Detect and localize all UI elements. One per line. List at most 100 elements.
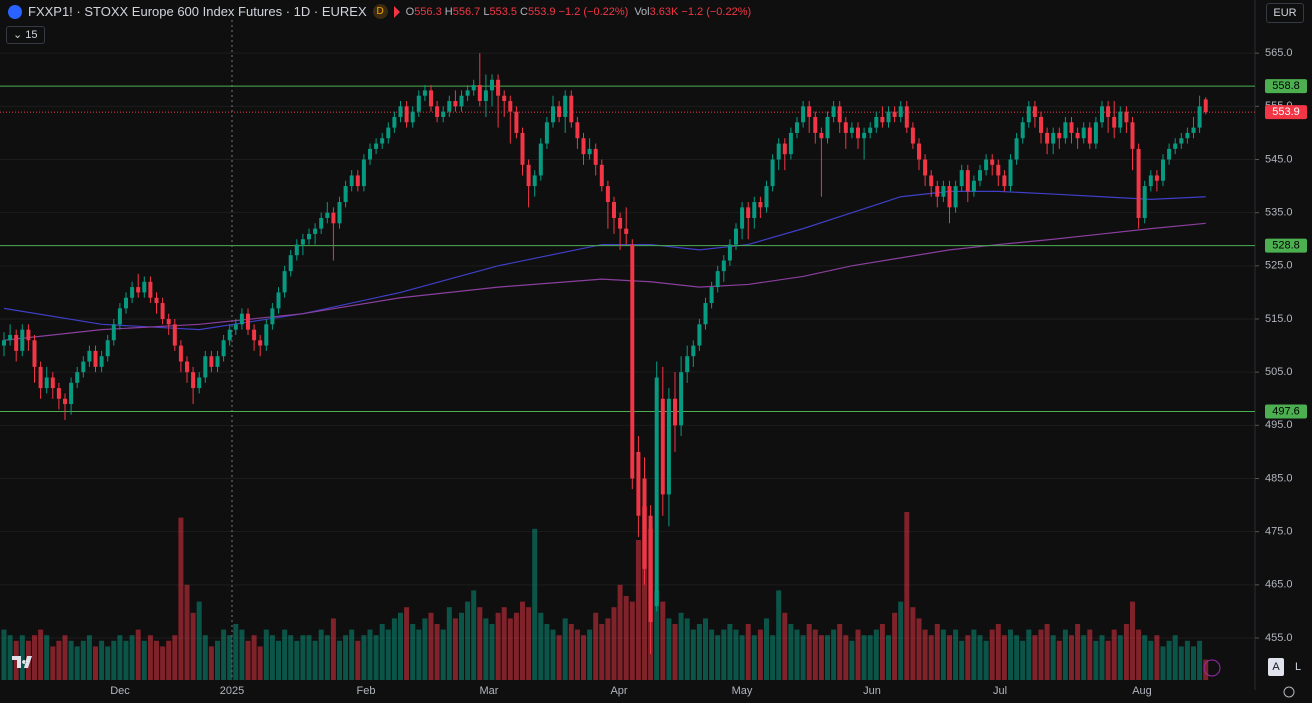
volume-bar [806,624,812,680]
volume-bar [971,629,977,680]
candle-body [416,95,421,112]
candle-body [837,106,842,123]
candle-body [898,106,903,117]
volume-bar [44,635,50,680]
candle-body [1130,122,1135,149]
candle-body [715,271,720,288]
indicators-toggle[interactable]: ⌄ 15 [6,26,45,44]
candle-body [1087,127,1092,144]
volume-bar [391,618,397,680]
candle-body [1197,106,1202,128]
volume-bar [172,635,178,680]
candle-body [990,159,995,165]
candle-body [355,175,360,187]
volume-bar [202,635,208,680]
candle-body [526,164,531,187]
volume-bar [489,624,495,680]
volume-bar [13,640,19,680]
volume-bar [306,635,312,680]
candle-body [319,217,324,229]
volume-bar [99,640,105,680]
volume-bar [1032,635,1038,680]
candle-body [130,287,135,298]
volume-bar [227,635,233,680]
candle-body [538,143,543,176]
candle-body [441,111,446,117]
volume-bar [898,601,904,680]
volume-bar [196,601,202,680]
candle-body [471,85,476,91]
candle-body [593,148,598,165]
volume-bar [776,590,782,680]
candle-body [246,313,250,330]
candle-body [105,340,110,357]
level-label: 528.8 [1272,240,1300,252]
candle-body [87,350,92,362]
candle-body [618,217,623,229]
auto-scale-button[interactable]: A [1268,658,1284,676]
candle-body [75,372,80,383]
x-tick-label: Apr [610,685,627,697]
volume-bar [1087,629,1093,680]
volume-bar [1026,629,1032,680]
candle-body [258,340,263,346]
volume-bar [751,635,757,680]
candle-body [1032,106,1037,117]
volume-bar [1178,646,1184,680]
flag-icon[interactable] [393,5,400,18]
candle-body [276,292,281,309]
volume-bar [581,635,586,680]
volume-bar [587,629,593,680]
candle-body [807,106,812,117]
candle-body [233,324,238,330]
volume-bar [1062,629,1068,680]
currency-button[interactable]: EUR [1266,3,1304,23]
candle-body [209,356,214,367]
candle-body [502,95,507,102]
volume-bar [599,624,605,680]
y-tick-label: 485.0 [1265,472,1293,484]
candle-body [349,175,354,187]
volume-bar [135,629,141,680]
volume-bar [861,635,867,680]
y-tick-label: 455.0 [1265,632,1293,644]
volume-bar [507,618,513,680]
candle-body [746,207,751,218]
candle-body [605,186,610,203]
candle-body [20,329,25,351]
candle-body [825,116,830,139]
settings-button[interactable] [1283,686,1295,698]
volume-bar [1014,635,1020,680]
log-scale-button[interactable]: L [1294,661,1302,673]
volume-bar [556,635,562,680]
x-tick-label: Feb [357,685,376,697]
volume-bar [1130,601,1135,680]
low-value: 553.5 [489,5,517,18]
legend-header: FXXP1! · STOXX Europe 600 Index Futures … [8,4,751,19]
lightning-button[interactable] [1203,659,1221,677]
candle-body [361,159,366,187]
candle-body [1167,148,1172,160]
open-value: 556.3 [414,5,442,18]
candle-body [849,127,854,133]
volume-bar [678,612,684,680]
volume-bar [459,612,464,680]
volume-bar [953,629,959,680]
candle-body [1124,111,1129,123]
volume-bar [263,629,269,680]
volume-bar [1038,629,1044,680]
volume-bar [32,635,37,680]
volume-bar [629,601,635,680]
moving-average [3,222,1206,341]
high-value: 556.7 [452,5,481,18]
volume-bar [770,635,776,680]
candle-body [557,106,562,117]
volume-bar [1069,635,1074,680]
y-tick-label: 565.0 [1265,47,1293,59]
candle-body [1045,132,1050,144]
candle-body [923,159,928,176]
volume-bar [721,629,727,680]
volume-bar [422,618,428,680]
volume-bar [434,624,440,680]
symbol-title[interactable]: FXXP1! · STOXX Europe 600 Index Futures … [28,4,367,19]
